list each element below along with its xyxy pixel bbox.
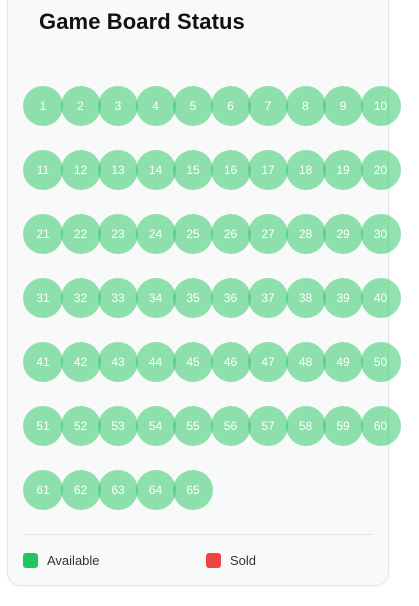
legend-available: Available	[23, 553, 100, 568]
number-cell-54[interactable]: 54	[135, 406, 176, 446]
number-cell-45[interactable]: 45	[173, 342, 213, 382]
number-cell-53[interactable]: 53	[98, 406, 138, 446]
number-cell-26[interactable]: 26	[210, 214, 251, 254]
number-cell-4[interactable]: 4	[135, 86, 176, 126]
number-cell-47[interactable]: 47	[248, 342, 288, 382]
number-cell-17[interactable]: 17	[248, 150, 288, 190]
number-cell-30[interactable]: 30	[360, 214, 401, 254]
number-cell-59[interactable]: 59	[323, 406, 363, 446]
number-cell-31[interactable]: 31	[23, 278, 63, 318]
number-cell-3[interactable]: 3	[98, 86, 138, 126]
number-cell-6[interactable]: 6	[210, 86, 251, 126]
number-cell-51[interactable]: 51	[23, 406, 63, 446]
number-cell-29[interactable]: 29	[323, 214, 363, 254]
number-cell-37[interactable]: 37	[248, 278, 288, 318]
number-cell-57[interactable]: 57	[248, 406, 288, 446]
legend-available-label: Available	[47, 553, 100, 568]
number-cell-58[interactable]: 58	[285, 406, 326, 446]
number-cell-23[interactable]: 23	[98, 214, 138, 254]
number-cell-35[interactable]: 35	[173, 278, 213, 318]
number-cell-56[interactable]: 56	[210, 406, 251, 446]
number-cell-48[interactable]: 48	[285, 342, 326, 382]
number-cell-20[interactable]: 20	[360, 150, 401, 190]
number-cell-65[interactable]: 65	[173, 470, 213, 510]
number-cell-27[interactable]: 27	[248, 214, 288, 254]
number-cell-33[interactable]: 33	[98, 278, 138, 318]
number-cell-63[interactable]: 63	[98, 470, 138, 510]
number-cell-28[interactable]: 28	[285, 214, 326, 254]
number-cell-21[interactable]: 21	[23, 214, 63, 254]
number-cell-42[interactable]: 42	[60, 342, 101, 382]
number-cell-18[interactable]: 18	[285, 150, 326, 190]
number-cell-22[interactable]: 22	[60, 214, 101, 254]
sold-swatch	[206, 553, 221, 568]
number-cell-25[interactable]: 25	[173, 214, 213, 254]
number-cell-61[interactable]: 61	[23, 470, 63, 510]
number-cell-5[interactable]: 5	[173, 86, 213, 126]
number-cell-39[interactable]: 39	[323, 278, 363, 318]
available-swatch	[23, 553, 38, 568]
number-cell-7[interactable]: 7	[248, 86, 288, 126]
number-cell-11[interactable]: 11	[23, 150, 63, 190]
number-cell-2[interactable]: 2	[60, 86, 101, 126]
number-cell-50[interactable]: 50	[360, 342, 401, 382]
number-cell-55[interactable]: 55	[173, 406, 213, 446]
number-board: 1 2 3 4 5 6 7 8 9 10 11 12 13 14 15 16 17 18 19 20 21 22 23 24 2…	[23, 86, 401, 511]
number-cell-8[interactable]: 8	[285, 86, 326, 126]
number-cell-14[interactable]: 14	[135, 150, 176, 190]
number-cell-16[interactable]: 16	[210, 150, 251, 190]
legend-sold-label: Sold	[230, 553, 257, 568]
number-cell-12[interactable]: 12	[60, 150, 101, 190]
page-title: Game Board Status	[39, 9, 245, 34]
number-cell-10[interactable]: 10	[360, 86, 401, 126]
number-cell-13[interactable]: 13	[98, 150, 138, 190]
number-cell-41[interactable]: 41	[23, 342, 63, 382]
number-cell-24[interactable]: 24	[135, 214, 176, 254]
number-cell-43[interactable]: 43	[98, 342, 138, 382]
number-cell-64[interactable]: 64	[135, 470, 176, 510]
number-cell-9[interactable]: 9	[323, 86, 363, 126]
divider	[24, 534, 373, 535]
number-cell-36[interactable]: 36	[210, 278, 251, 318]
number-cell-49[interactable]: 49	[323, 342, 363, 382]
number-cell-44[interactable]: 44	[135, 342, 176, 382]
number-cell-15[interactable]: 15	[173, 150, 213, 190]
number-cell-1[interactable]: 1	[23, 86, 63, 126]
number-cell-46[interactable]: 46	[210, 342, 251, 382]
number-cell-52[interactable]: 52	[60, 406, 101, 446]
number-cell-19[interactable]: 19	[323, 150, 363, 190]
number-cell-38[interactable]: 38	[285, 278, 326, 318]
number-cell-34[interactable]: 34	[135, 278, 176, 318]
number-cell-62[interactable]: 62	[60, 470, 101, 510]
number-cell-60[interactable]: 60	[360, 406, 401, 446]
number-cell-40[interactable]: 40	[360, 278, 401, 318]
number-cell-32[interactable]: 32	[60, 278, 101, 318]
legend-sold: Sold	[206, 553, 256, 568]
